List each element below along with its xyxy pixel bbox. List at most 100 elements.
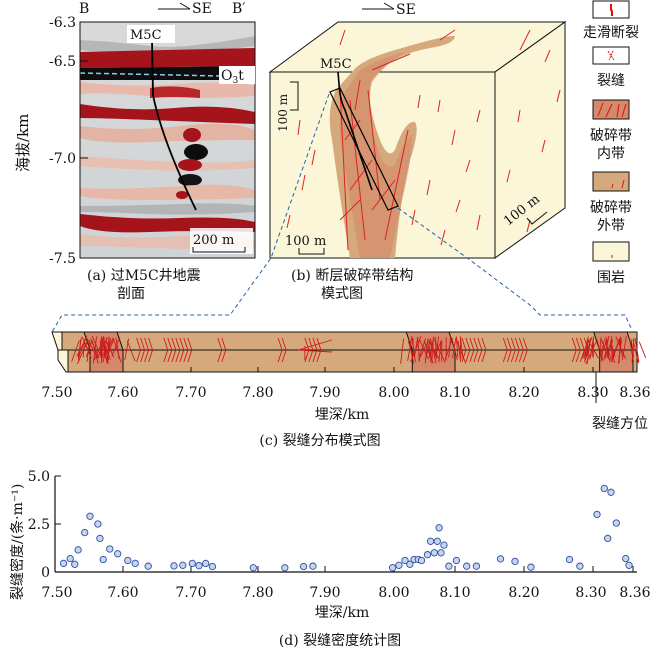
panel-a-seismic-section: B SE B′ xyxy=(14,1,256,302)
fracture-trace xyxy=(298,339,333,360)
fracture-trace xyxy=(610,336,613,363)
fracture-trace xyxy=(77,337,82,359)
data-point xyxy=(423,551,432,559)
data-point xyxy=(388,564,397,572)
data-point xyxy=(71,560,79,568)
data-point xyxy=(249,564,257,572)
well-label: M5C xyxy=(130,28,162,43)
panel-d-fracture-density-chart: 0 2.5 5.0 7.50 7.60 7.70 7.80 7.90 8.00 8.10 8.20… xyxy=(9,469,650,649)
legend-item-inner-zone: 破碎带 内带 xyxy=(590,99,632,162)
data-point xyxy=(607,488,615,496)
legend-label: 走滑断裂 xyxy=(583,24,639,41)
fracture-trace xyxy=(316,337,322,363)
legend-item-strike-slip-fault: 走滑断裂 xyxy=(583,0,639,41)
horizon-label: O3t xyxy=(221,68,244,86)
data-point xyxy=(114,550,122,558)
well-trajectory xyxy=(337,71,373,191)
fracture-trace xyxy=(438,340,442,363)
legend-label: 外带 xyxy=(597,218,625,234)
fracture-trace xyxy=(598,338,609,359)
inner-zone-front xyxy=(599,349,634,373)
fracture-trace xyxy=(502,337,508,363)
vertical-scale-label: 100 m xyxy=(276,93,290,132)
fracture-trace xyxy=(465,337,471,363)
legend-label: 围岩 xyxy=(597,270,625,286)
fracture-trace xyxy=(469,337,475,363)
fracture-trace xyxy=(419,339,429,360)
fracture-trace xyxy=(304,337,310,363)
inner-zone-swatch xyxy=(597,102,627,118)
y-tick-label: -7.0 xyxy=(49,151,76,167)
data-point xyxy=(437,549,445,557)
data-point xyxy=(511,557,519,566)
fracture-trace xyxy=(418,341,429,361)
x-tick-label: 8.10 xyxy=(439,385,470,401)
fracture-trace xyxy=(221,337,227,363)
well-trajectory xyxy=(151,39,197,211)
fracture-trace xyxy=(510,337,516,363)
data-point xyxy=(170,562,178,570)
x-tick-label: 8.36 xyxy=(619,385,650,401)
x-tick-label: 7.70 xyxy=(175,385,206,401)
strike-slip-fault-icon xyxy=(610,4,613,16)
y-axis-label: 海拔/km xyxy=(14,114,32,172)
x-tick-label: 7.80 xyxy=(242,385,273,401)
fracture-trace xyxy=(281,337,287,363)
data-point xyxy=(188,559,196,568)
fracture-orientation-annotation: 裂缝方位 xyxy=(592,416,648,432)
legend-label: 内带 xyxy=(597,146,625,162)
fracture-trace xyxy=(583,337,589,363)
core-interval-box xyxy=(329,87,399,211)
panel-b-caption: (b) 断层破碎带结构 xyxy=(291,268,413,284)
fracture-trace xyxy=(115,337,120,359)
panel-a-caption-line2: 剖面 xyxy=(117,286,145,302)
fracture-trace xyxy=(408,339,415,364)
fracture-trace xyxy=(179,337,185,363)
depth-scale-bar xyxy=(526,211,548,225)
fracture-trace xyxy=(611,339,620,362)
direction-label: SE xyxy=(192,1,212,17)
y-axis-label: 裂缝密度/(条·m⁻¹) xyxy=(9,484,26,600)
data-point xyxy=(81,528,89,537)
fracture-trace xyxy=(167,337,173,363)
fracture-trace xyxy=(187,337,193,363)
inner-damage-zone xyxy=(339,52,412,258)
panel-b-caption-line2: 模式图 xyxy=(321,286,363,302)
y-tick-label: -6.3 xyxy=(49,15,76,31)
x-tick-label: 8.30 xyxy=(577,385,608,401)
x-tick-label: 8.20 xyxy=(508,385,539,401)
section-end-label: B′ xyxy=(232,1,245,17)
fracture-trace xyxy=(575,337,581,363)
fracture-trace xyxy=(183,337,189,363)
fracture-trace xyxy=(277,337,283,363)
fracture-icon xyxy=(607,50,615,61)
fracture-trace xyxy=(610,340,616,357)
scale-bar-label: 200 m xyxy=(193,233,234,248)
fracture-trace xyxy=(423,340,434,364)
x-tick-label: 8.10 xyxy=(439,585,470,601)
x-tick-label: 7.60 xyxy=(107,385,138,401)
data-point xyxy=(96,534,104,543)
data-point xyxy=(309,562,317,570)
fracture-trace xyxy=(99,340,102,359)
data-point xyxy=(401,556,409,565)
fracture-trace xyxy=(407,336,413,361)
fracture-trace xyxy=(514,337,520,363)
fracture-trace xyxy=(451,339,458,361)
legend-label: 破碎带 xyxy=(590,200,632,216)
data-point xyxy=(435,524,443,532)
fracture-trace xyxy=(101,336,104,363)
legend-item-outer-zone: 破碎带 外带 xyxy=(590,171,632,234)
fracture-trace xyxy=(112,337,122,363)
fracture-trace xyxy=(631,338,635,363)
fracture-trace xyxy=(461,337,467,363)
fracture-trace xyxy=(85,340,93,358)
panel-a-y-axis: -6.3 -6.5 -7.0 -7.5 海拔/km xyxy=(14,15,88,267)
core-top-face xyxy=(61,331,638,351)
fracture-trace xyxy=(518,337,524,363)
fracture-trace xyxy=(101,339,111,360)
fracture-trace xyxy=(417,336,420,362)
scale-bar-box xyxy=(190,228,253,254)
data-point xyxy=(74,546,82,554)
data-point xyxy=(463,562,471,570)
